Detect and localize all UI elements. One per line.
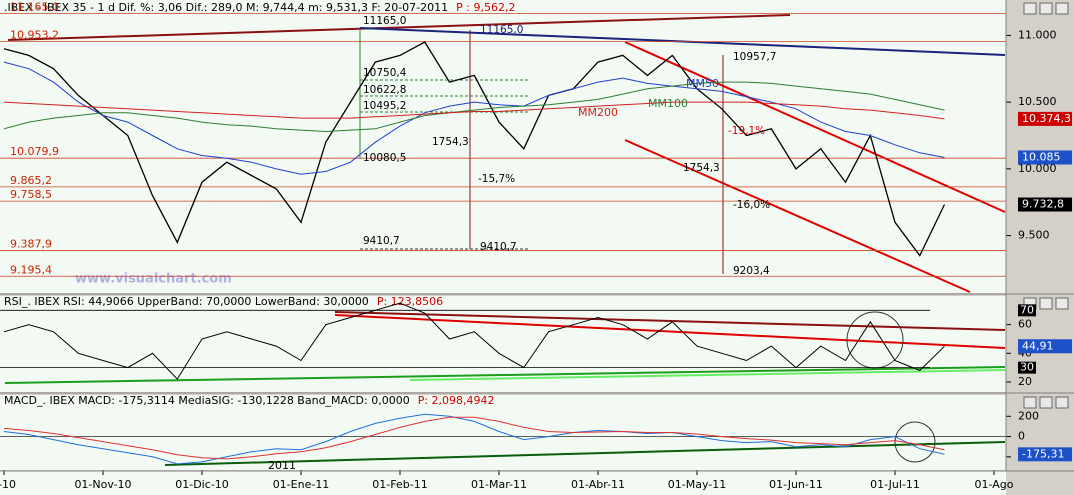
x-tick-label: 01-May-11 [668,478,726,491]
watermark: www.visualchart.com [75,272,232,287]
button[interactable] [1023,396,1037,409]
level-label: 10.953,2 [10,29,59,42]
y-tick-label: 11.000 [1018,28,1057,41]
panel-title: .IBEX - IBEX 35 - 1 d Dif. %: 3,06 Dif.:… [4,1,448,14]
annotation: 9410,7 [480,241,517,253]
value-badge [1018,197,1072,212]
annotation: 10622,8 [363,84,406,96]
x-tick-label: 01-Ago [975,478,1014,491]
button[interactable] [1055,2,1069,15]
year-label: 2011 [268,459,296,472]
y-tick-label: 10.500 [1018,95,1057,108]
x-tick-label: 01-Ene-11 [273,478,330,491]
annotation: 9410,7 [363,235,400,247]
button[interactable] [1055,396,1069,409]
series-line [3,101,945,120]
series-line [3,413,945,465]
x-axis-band [0,471,1006,495]
annotation: 10957,7 [733,51,776,63]
trendline [409,369,1006,381]
series-label: MM200 [578,106,618,119]
channel-line [624,139,971,293]
annotation: 1754,3 [683,162,720,174]
band-badge [1018,361,1036,374]
level-label: 10.079,9 [10,145,59,158]
annotation: 11165,0 [363,15,406,27]
annotation: 11165,0 [480,24,523,36]
annotation: 1754,3 [432,136,469,148]
series-label: MM50 [686,77,719,90]
level-label: 9.758,5 [10,188,52,201]
x-tick-label: 01-Jun-11 [769,478,823,491]
annotation: 10080,5 [363,152,406,164]
series-line [3,81,945,133]
y-tick-label: 200 [1018,409,1039,422]
badge-label: 10.085 [1022,151,1061,164]
panel-title: MACD_. IBEX MACD: -175,3114 MediaSIG: -1… [4,394,410,407]
x-tick-label: 01-Nov-10 [74,478,131,491]
badge-label: 44,91 [1022,339,1054,352]
trendline [334,314,1006,349]
button[interactable] [1055,297,1069,310]
trendline [7,14,791,41]
series-line [3,61,945,175]
badge-label: 10.374,3 [1022,112,1071,125]
button[interactable] [1039,297,1053,310]
y-tick-label: 9.500 [1018,229,1050,242]
panel-subtitle: P : 9,562,2 [456,1,515,14]
x-tick-label: 01-Abr-11 [571,478,625,491]
x-tick-label: 01-Feb-11 [372,478,427,491]
channel-line [624,41,1006,213]
value-badge [1018,339,1072,354]
value-badge [1018,447,1072,462]
trendline [164,441,1006,466]
button[interactable] [1023,2,1037,15]
band-badge [1018,304,1036,317]
series-line [3,416,945,460]
badge-label: 9.732,8 [1022,198,1064,211]
series-line [3,302,945,380]
y-tick-label: 60 [1018,318,1032,331]
button[interactable] [1039,396,1053,409]
x-tick-label: 01-Mar-11 [471,478,527,491]
highlight-circle [894,421,936,463]
level-label: 9.387,9 [10,238,52,251]
button[interactable] [1039,2,1053,15]
badge-label: -175,31 [1022,447,1064,460]
value-badge [1018,111,1072,126]
level-label: 9.195,4 [10,263,52,276]
band-label: 70 [1020,303,1034,316]
annotation: -16,0% [733,199,770,211]
y-tick-label: 10.000 [1018,162,1057,175]
y-tick-label: 20 [1018,375,1032,388]
level-label: 9.865,2 [10,174,52,187]
series-line [3,41,946,257]
trendline [334,311,1006,331]
annotation: -19,1% [728,125,765,137]
x-tick-label: 01-Jul-11 [870,478,920,491]
band-label: 30 [1020,361,1034,374]
annotation: 10495,2 [363,100,406,112]
trendline [4,366,1006,384]
window-buttons [1023,2,1069,409]
annotation: 9203,4 [733,265,770,277]
value-badge [1018,150,1072,165]
level-label: 11.165,0 [10,0,59,13]
x-tick-label: c-10 [0,478,16,491]
panel-subtitle: P: 2,098,4942 [418,394,495,407]
panel-subtitle: P: 123,8506 [377,295,443,308]
panel-title: RSI_. IBEX RSI: 44,9066 UpperBand: 70,00… [4,295,369,308]
y-tick-label: 0 [1018,430,1025,443]
x-tick-label: 01-Dic-10 [175,478,229,491]
annotation: 10750,4 [363,67,407,79]
annotation: -15,7% [478,173,515,185]
series-label: MM100 [648,97,688,110]
